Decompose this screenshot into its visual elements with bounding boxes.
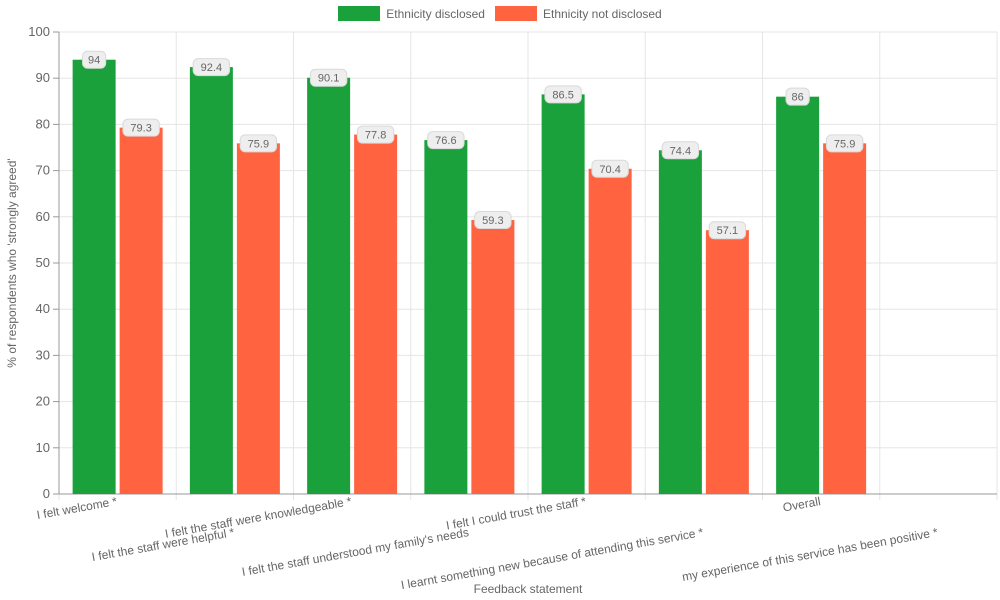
data-label-box [122, 118, 160, 137]
data-label-box [474, 211, 512, 230]
bar-disclosed [307, 77, 351, 494]
data-label: 77.8 [356, 125, 395, 144]
data-label-text: 75.9 [248, 138, 269, 150]
data-label-box [192, 58, 231, 77]
y-tick-label: 40 [36, 301, 50, 316]
data-label-text: 76.6 [435, 135, 456, 147]
data-label: 94 [82, 50, 107, 69]
x-axis-title: Feedback statement [474, 582, 583, 596]
data-label: 75.9 [239, 134, 278, 153]
data-label-text: 75.9 [834, 138, 855, 150]
data-label: 70.4 [591, 159, 629, 178]
data-label-text: 59.3 [482, 215, 503, 227]
bar-not-disclosed [471, 220, 515, 494]
y-tick-label: 50 [36, 255, 50, 270]
legend-swatch-disclosed [338, 6, 381, 21]
data-label-box [239, 134, 278, 153]
bar-not-disclosed [823, 143, 867, 495]
y-tick-label: 20 [36, 394, 50, 409]
y-tick-label: 70 [36, 163, 50, 178]
bar-not-disclosed [705, 230, 749, 494]
data-label-text: 90.1 [318, 73, 339, 85]
bar-disclosed [189, 67, 233, 494]
data-label-box [785, 87, 810, 106]
data-label-box [825, 134, 864, 153]
data-label-text: 92.4 [201, 62, 222, 74]
x-tick-label: I felt the staff were knowledgeable * [164, 494, 353, 541]
data-label-box [356, 125, 395, 144]
data-label: 79.3 [122, 118, 160, 137]
bar-disclosed [776, 96, 820, 495]
data-label-text: 70.4 [599, 164, 620, 176]
data-label-text: 57.1 [717, 225, 738, 237]
data-label-box [309, 68, 348, 87]
bar-not-disclosed [236, 143, 280, 495]
bar-disclosed [72, 59, 116, 494]
data-label-box [661, 141, 700, 160]
x-tick-label: I felt the staff understood my family's … [241, 525, 470, 579]
data-label: 74.4 [661, 141, 700, 160]
data-label-text: 79.3 [130, 123, 151, 135]
data-label: 76.6 [427, 131, 465, 150]
data-label-text: 74.4 [670, 145, 691, 157]
bar-not-disclosed [119, 127, 163, 494]
data-label: 57.1 [708, 221, 747, 240]
legend: Ethnicity disclosed Ethnicity not disclo… [0, 6, 1000, 21]
y-tick-label: 30 [36, 347, 50, 362]
legend-swatch-not-disclosed [494, 6, 537, 21]
y-tick-label: 60 [36, 209, 50, 224]
bar-not-disclosed [354, 134, 398, 494]
data-label-text: 77.8 [365, 130, 386, 142]
legend-label-not-disclosed: Ethnicity not disclosed [542, 6, 662, 21]
bar-not-disclosed [588, 168, 632, 494]
data-label-box [591, 159, 629, 178]
y-axis-title: % of respondents who 'strongly agreed' [5, 158, 19, 367]
y-tick-label: 90 [36, 70, 50, 85]
data-label-text: 94 [88, 55, 100, 67]
x-tick-label: my experience of this service has been p… [681, 525, 939, 584]
bar-disclosed [541, 94, 585, 495]
data-label: 86.5 [544, 85, 582, 104]
y-tick-label: 0 [43, 486, 50, 501]
y-tick-label: 80 [36, 116, 50, 131]
data-label: 90.1 [309, 68, 348, 87]
data-label: 86 [785, 87, 810, 106]
bar-disclosed [424, 140, 468, 494]
data-label-text: 86 [792, 92, 804, 104]
legend-item-not-disclosed[interactable]: Ethnicity not disclosed [494, 6, 662, 21]
data-label: 75.9 [825, 134, 864, 153]
legend-label-disclosed: Ethnicity disclosed [386, 6, 485, 21]
data-label-box [82, 50, 107, 69]
data-label-box [427, 131, 465, 150]
y-tick-label: 10 [36, 440, 50, 455]
data-label-text: 86.5 [552, 89, 573, 101]
x-tick-label: I felt I could trust the staff * [445, 494, 587, 532]
data-label: 92.4 [192, 58, 231, 77]
x-tick-label: Overall [782, 494, 822, 514]
data-label-box [708, 221, 747, 240]
bar-disclosed [658, 150, 702, 494]
y-tick-label: 100 [28, 24, 50, 39]
data-label-box [544, 85, 582, 104]
legend-item-disclosed[interactable]: Ethnicity disclosed [338, 6, 485, 21]
data-label: 59.3 [474, 211, 512, 230]
